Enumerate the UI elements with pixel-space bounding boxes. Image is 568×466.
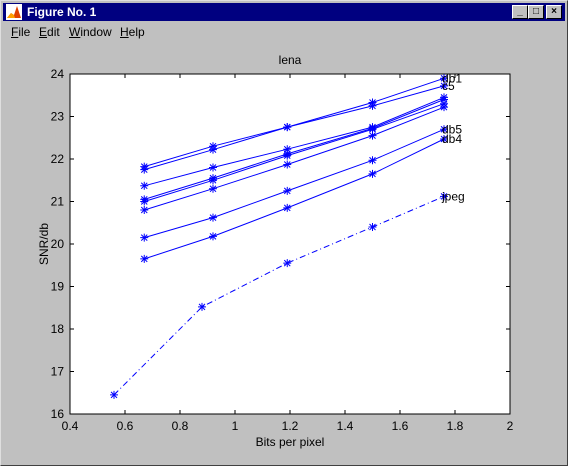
data-point <box>368 101 377 110</box>
menu-window[interactable]: Window <box>69 25 112 39</box>
data-point <box>140 233 149 242</box>
plot-area <box>69 73 511 415</box>
y-tick-label: 20 <box>51 237 65 251</box>
y-tick-label: 21 <box>51 195 65 209</box>
y-tick-label: 18 <box>51 322 65 336</box>
series-c5: c5 <box>140 79 455 174</box>
y-tick-label: 22 <box>51 152 65 166</box>
title-bar[interactable]: Figure No. 1 _ □ × <box>3 3 565 21</box>
series-label: db5 <box>442 122 462 136</box>
y-tick-label: 23 <box>51 110 65 124</box>
data-point <box>368 131 377 140</box>
close-button[interactable]: × <box>546 5 562 19</box>
y-tick-label: 19 <box>51 280 65 294</box>
y-tick-label: 17 <box>51 365 65 379</box>
data-point <box>440 74 448 83</box>
data-point <box>368 156 377 165</box>
data-point <box>368 169 377 178</box>
x-tick-label: 0.6 <box>117 419 134 433</box>
data-point <box>140 254 149 263</box>
series-unlabeled-5 <box>140 103 448 214</box>
data-point <box>198 302 206 311</box>
data-point <box>368 223 377 231</box>
data-point <box>140 197 149 206</box>
menu-edit[interactable]: Edit <box>39 25 60 39</box>
menu-file[interactable]: File <box>11 25 31 39</box>
series-label: jpeg <box>441 189 465 203</box>
data-point <box>140 181 149 190</box>
data-point <box>209 163 217 172</box>
data-point <box>440 103 448 112</box>
axis-ticks: 0.4 0.6 0.8 1 1.2 1.4 1.6 1.8 2 16 17 18 19 20 21 22 23 2… <box>51 67 514 433</box>
data-point <box>209 232 217 241</box>
x-tick-label: 1 <box>232 419 239 433</box>
data-point <box>283 186 292 195</box>
maximize-button[interactable]: □ <box>528 5 544 19</box>
series-line <box>113 195 445 396</box>
matlab-figure-icon <box>6 4 22 20</box>
data-point <box>440 192 448 201</box>
data-point <box>209 145 217 154</box>
data-point <box>440 125 448 134</box>
data-point <box>140 165 149 174</box>
y-tick-label: 16 <box>51 407 65 421</box>
data-point <box>283 160 292 169</box>
data-point <box>283 259 292 268</box>
chart-title: lena <box>279 53 302 67</box>
data-point <box>283 123 292 132</box>
data-point <box>140 206 149 214</box>
menu-bar: File Edit Window Help <box>3 23 565 42</box>
data-point <box>209 176 217 185</box>
data-point <box>209 213 217 222</box>
window-title: Figure No. 1 <box>27 5 97 19</box>
x-tick-label: 1.8 <box>447 419 464 433</box>
x-tick-label: 0.4 <box>62 419 79 433</box>
x-tick-label: 1.2 <box>282 419 299 433</box>
data-point <box>110 390 118 399</box>
x-tick-label: 1.6 <box>392 419 409 433</box>
series-db4: db4 <box>140 132 462 263</box>
y-tick-label: 24 <box>51 67 65 81</box>
series-label: db1 <box>442 71 462 85</box>
x-axis-label: Bits per pixel <box>256 435 325 449</box>
data-point <box>283 203 292 212</box>
data-point <box>440 135 448 144</box>
minimize-button[interactable]: _ <box>512 5 528 19</box>
series-label: c5 <box>442 79 455 93</box>
series-jpeg: jpeg <box>110 189 465 399</box>
x-tick-label: 2 <box>507 419 514 433</box>
x-tick-label: 1.4 <box>337 419 354 433</box>
data-point <box>440 81 448 90</box>
data-point <box>283 151 292 160</box>
menu-help[interactable]: Help <box>120 25 145 39</box>
series-db5: db5 <box>140 122 462 242</box>
y-axis-label: SNR/db <box>37 223 51 265</box>
data-point <box>209 184 217 193</box>
series-label: db4 <box>442 132 462 146</box>
x-tick-label: 0.8 <box>172 419 189 433</box>
